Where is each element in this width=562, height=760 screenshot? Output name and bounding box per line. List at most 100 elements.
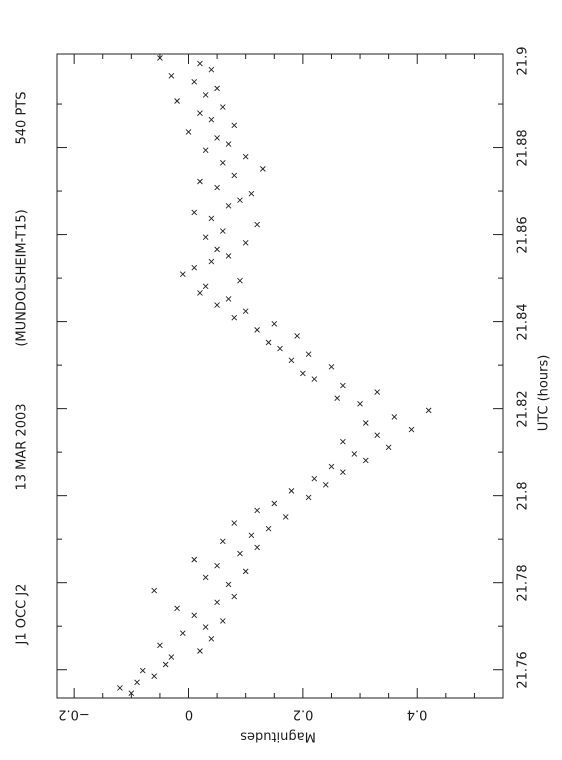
data-point [208,116,215,123]
data-point [277,345,283,352]
x-tick-label: 21.9 [515,46,531,75]
plot-frame [56,53,504,699]
data-point [288,357,295,364]
data-point [328,463,335,470]
data-point [202,624,209,630]
data-point [191,79,198,85]
data-point [242,240,249,246]
data-point [214,302,220,308]
data-point [168,654,175,660]
data-point [214,599,220,606]
data-point [362,420,369,426]
data-point [191,264,198,271]
data-point [214,184,220,191]
data-point [282,514,289,520]
data-point [202,283,209,290]
data-point [185,129,192,135]
y-tick-label: 0.2 [292,706,314,722]
data-point [260,166,266,172]
data-point [254,221,260,228]
x-tick-label: 21.82 [515,390,531,428]
data-point [231,520,238,526]
data-point [242,308,249,314]
data-point [374,432,381,438]
y-axis-label: Magnitudes [240,728,316,744]
data-point [351,451,358,457]
data-point [128,690,135,697]
data-point [294,333,300,339]
data-point [271,320,278,327]
data-point [248,190,255,197]
data-point [311,376,318,382]
y-tick-label: 0 [184,706,193,722]
data-point [214,246,220,253]
data-point [271,500,278,507]
data-point [225,253,232,259]
data-point [197,110,203,116]
title-object: J1 OCC J2 [14,583,30,645]
x-tick-label: 21.86 [515,215,531,254]
data-point [191,612,198,619]
data-point [231,172,238,179]
data-point [174,98,180,104]
data-point [265,339,272,346]
data-point [208,66,215,73]
data-point [197,648,203,654]
y-tick-label: 0.4 [406,706,428,722]
data-point [168,72,175,79]
y-tick-label: −0.2 [58,706,90,722]
x-tick-label: 21.76 [515,651,531,689]
data-point [191,209,198,216]
data-point [179,271,186,277]
data-point [265,525,272,532]
data-point [202,574,209,581]
title-observer: (MUNDOLSHEIM-T15) [14,209,30,347]
data-point [162,661,169,668]
data-point [322,481,329,488]
x-tick-label: 21.88 [515,128,531,167]
data-point [288,488,295,494]
title-points: 540 PTS [14,91,30,145]
data-point [374,389,381,395]
x-tick-label: 21.84 [515,302,531,341]
data-point [425,407,432,414]
data-point [237,277,243,284]
data-point [254,544,260,551]
data-point [214,85,220,92]
data-point [340,382,346,389]
data-point [151,673,158,680]
data-point [231,314,238,321]
data-point [157,642,163,649]
data-point [208,215,215,222]
data-point [202,147,209,153]
data-point [340,469,346,475]
data-point [225,581,232,588]
data-point [151,587,158,594]
data-point [202,92,209,98]
x-tick-label: 21.78 [515,564,531,602]
data-point [225,296,232,302]
data-point [174,605,180,612]
data-point [134,679,140,686]
data-point [179,630,186,636]
data-point [248,532,255,539]
data-point [191,556,198,563]
x-axis-label: UTC (hours) [536,354,552,432]
title-date: 13 MAR 2003 [14,403,30,491]
data-point [220,159,226,166]
data-point [214,135,220,141]
data-point [334,395,340,402]
data-point [391,414,398,420]
data-point [220,104,226,110]
data-point [197,178,203,185]
data-point [117,685,123,691]
data-point [362,457,369,464]
data-point [197,290,203,296]
data-point [237,550,243,557]
data-point [202,234,209,241]
data-point [225,141,232,147]
data-point [300,370,306,377]
data-point [231,593,238,600]
